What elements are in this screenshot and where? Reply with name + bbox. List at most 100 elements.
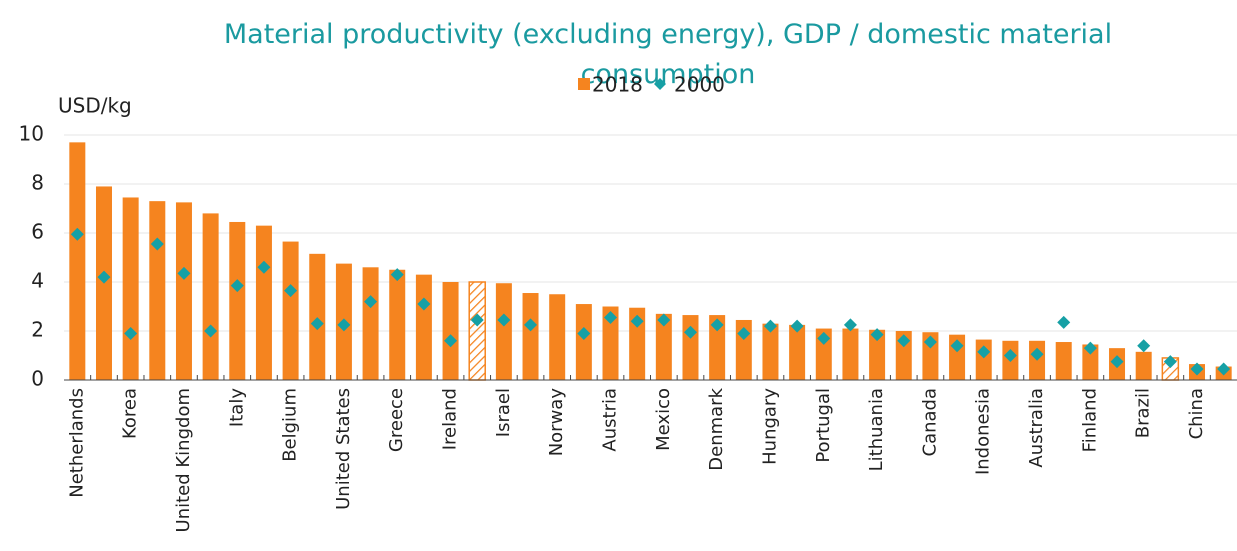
legend-swatch — [578, 78, 590, 90]
bar — [522, 293, 539, 380]
bar — [789, 324, 806, 380]
marker — [604, 311, 618, 325]
y-tick-label: 6 — [31, 220, 44, 244]
marker — [230, 279, 244, 293]
y-tick-label: 10 — [19, 122, 44, 146]
marker — [923, 335, 937, 349]
bar — [415, 274, 432, 380]
bar — [655, 313, 672, 380]
y-tick-label: 8 — [31, 171, 44, 195]
bar — [309, 253, 326, 380]
marker — [1110, 355, 1124, 369]
marker — [124, 326, 138, 340]
marker — [737, 326, 751, 340]
marker — [444, 334, 458, 348]
marker — [497, 313, 511, 327]
marker — [310, 317, 324, 331]
bar — [495, 283, 512, 380]
marker — [1190, 362, 1204, 376]
marker — [710, 318, 724, 332]
marker — [97, 270, 111, 284]
bar — [682, 315, 699, 380]
marker — [417, 297, 431, 311]
marker — [843, 318, 857, 332]
y-tick-label: 2 — [31, 318, 44, 342]
x-tick-label: China — [1186, 388, 1207, 439]
marker — [683, 325, 697, 339]
x-tick-label: Denmark — [706, 387, 727, 470]
bar — [468, 281, 486, 381]
bar — [709, 315, 726, 380]
marker — [364, 295, 378, 309]
bar — [149, 201, 166, 380]
marker — [1137, 339, 1151, 353]
bar — [629, 307, 646, 380]
bar — [442, 282, 459, 380]
x-tick-label: Israel — [493, 388, 514, 437]
x-tick-label: Finland — [1079, 388, 1100, 452]
marker — [70, 227, 84, 241]
bar — [389, 269, 406, 380]
marker — [1003, 349, 1017, 362]
x-tick-label: Korea — [120, 388, 141, 439]
marker — [150, 237, 164, 251]
marker — [950, 339, 964, 353]
bar — [122, 197, 139, 380]
bar — [549, 294, 566, 380]
marker — [524, 318, 538, 332]
marker — [177, 266, 191, 280]
marker — [577, 326, 591, 340]
bar — [69, 142, 86, 380]
bar — [362, 267, 379, 380]
title-line: consumption — [581, 59, 756, 90]
marker — [897, 334, 911, 348]
bar — [175, 202, 192, 380]
legend-label: 2018 — [592, 73, 643, 97]
bar — [869, 329, 886, 380]
bar — [575, 304, 592, 380]
x-tick-label: Australia — [1026, 388, 1047, 468]
marker — [1163, 355, 1177, 369]
x-tick-label: Canada — [919, 388, 940, 457]
legend-label: 2000 — [674, 73, 725, 97]
chart-title: Material productivity (excluding energy)… — [224, 19, 1112, 90]
bar — [229, 221, 246, 380]
legend-swatch — [654, 78, 666, 90]
marker — [763, 319, 777, 333]
x-tick-label: Brazil — [1133, 388, 1154, 438]
bar — [602, 306, 619, 380]
x-tick-label: United States — [333, 388, 354, 510]
marker — [657, 313, 671, 327]
marker — [870, 328, 884, 342]
marker — [977, 345, 991, 359]
title-line: Material productivity (excluding energy)… — [224, 19, 1112, 50]
marker — [257, 260, 271, 274]
x-tick-label: Netherlands — [66, 388, 87, 498]
marker — [790, 319, 804, 333]
bar — [1055, 342, 1072, 380]
marker — [390, 268, 404, 282]
x-tick-label: Ireland — [440, 388, 461, 450]
x-tick-label: United Kingdom — [173, 388, 194, 532]
marker — [630, 314, 644, 328]
y-axis-label: USD/kg — [58, 94, 132, 118]
bar — [1135, 351, 1152, 380]
x-tick-label: Austria — [600, 388, 621, 452]
y-tick-label: 0 — [31, 367, 44, 391]
marker — [337, 318, 351, 332]
bar — [202, 213, 219, 380]
x-tick-label: Mexico — [653, 388, 674, 451]
bar — [255, 225, 272, 380]
marker — [284, 284, 298, 298]
y-tick-label: 4 — [31, 269, 44, 293]
x-tick-label: Indonesia — [973, 388, 994, 475]
x-tick-label: Lithuania — [866, 388, 887, 471]
x-tick-label: Norway — [546, 388, 567, 457]
bar — [815, 328, 832, 380]
marker — [1083, 341, 1097, 355]
bar — [842, 328, 859, 380]
marker — [1217, 362, 1231, 376]
bar — [1082, 344, 1099, 380]
bar — [282, 241, 299, 380]
